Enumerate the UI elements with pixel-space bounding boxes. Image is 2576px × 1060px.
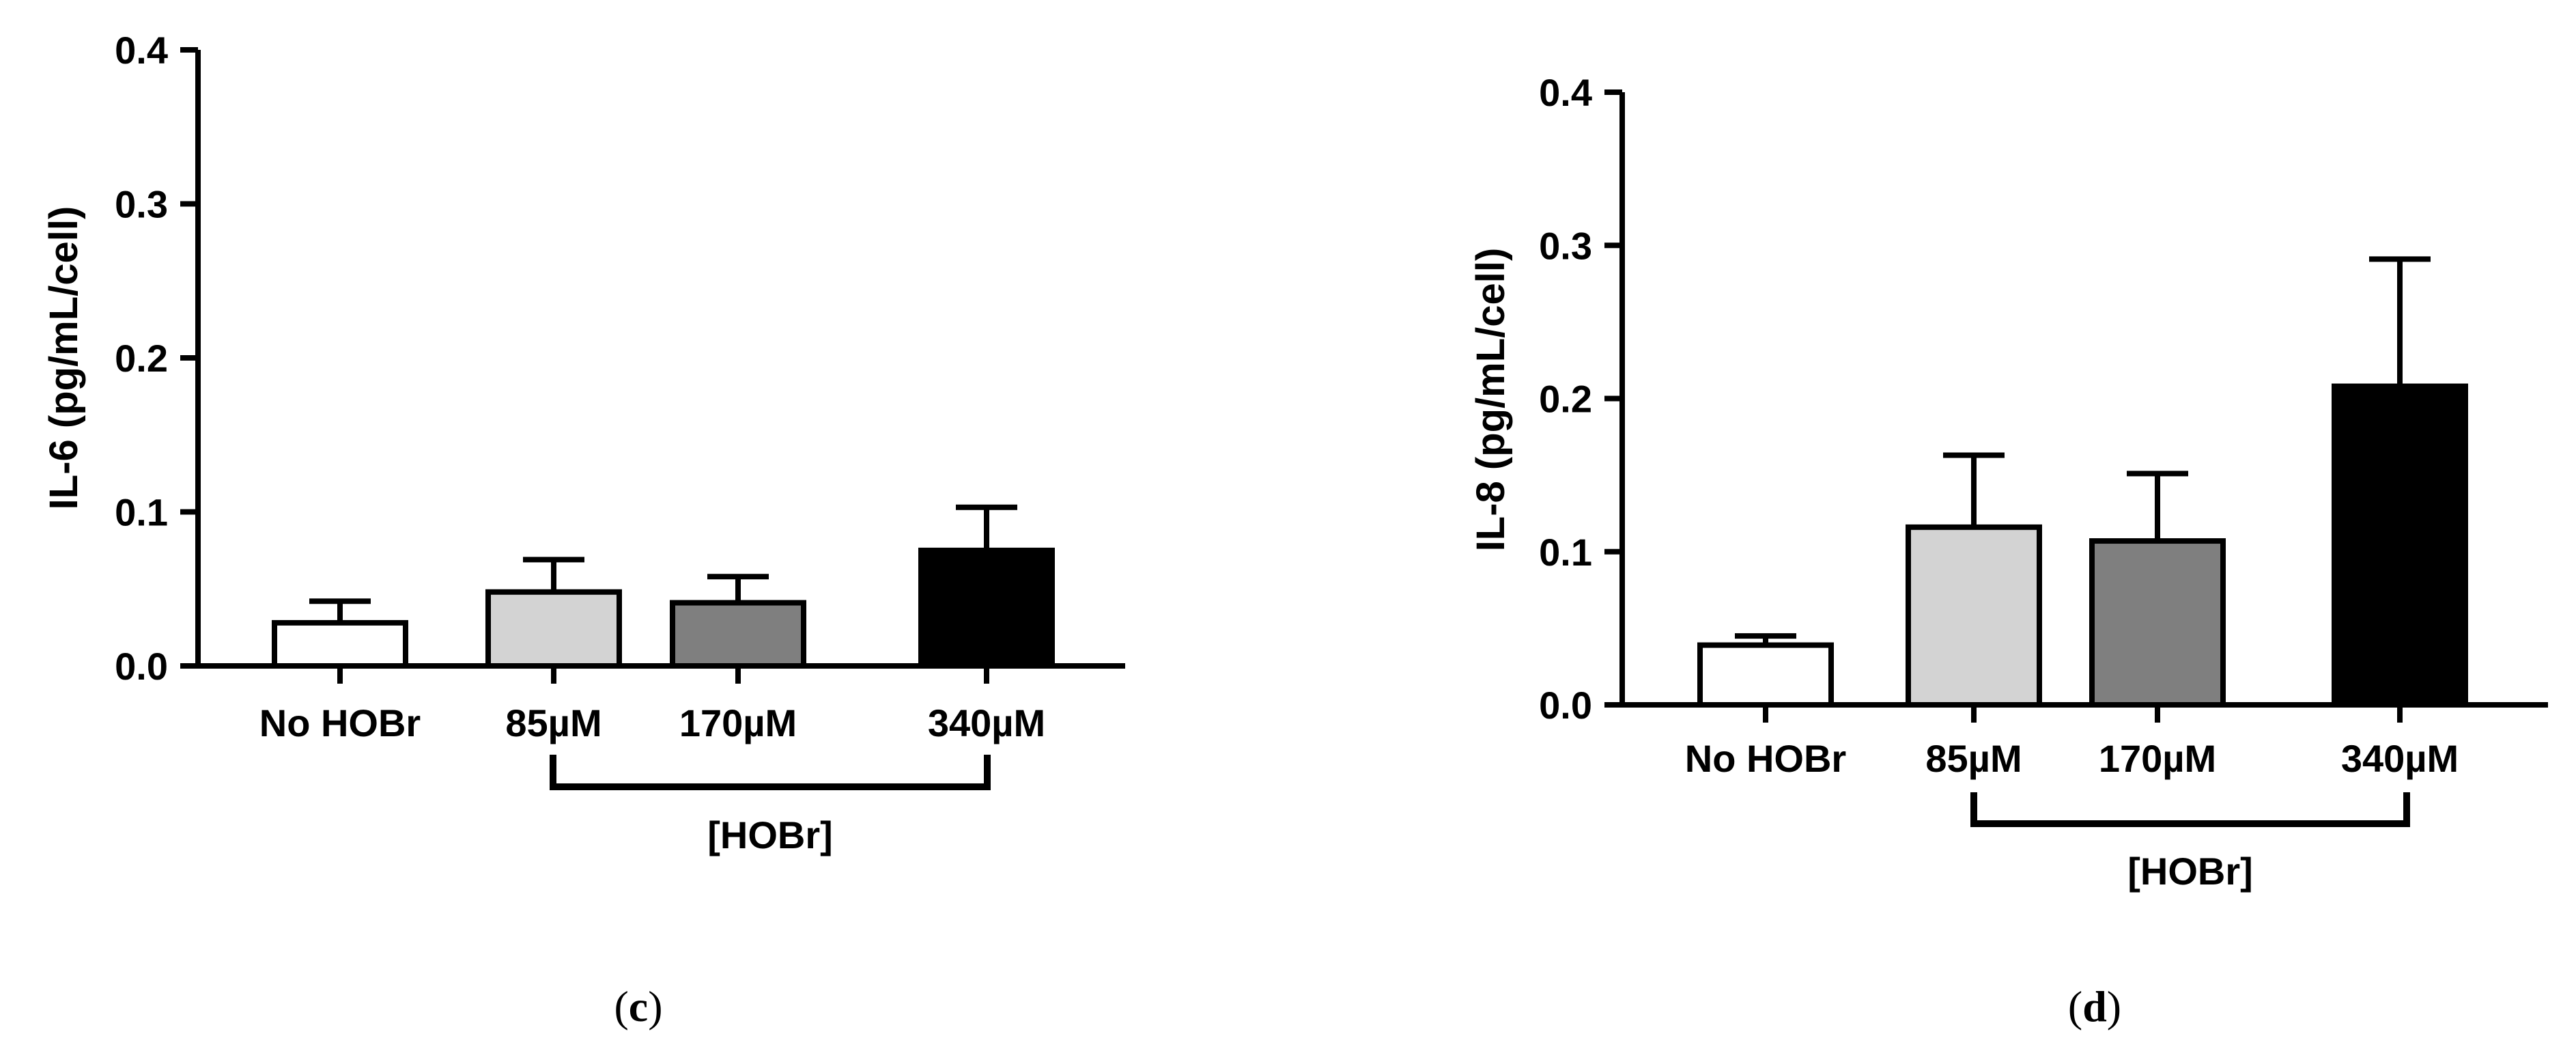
bar xyxy=(918,547,1055,669)
bar xyxy=(1697,642,1834,708)
bar xyxy=(2332,383,2468,708)
category-label: 170µM xyxy=(679,701,797,744)
bar xyxy=(272,619,408,669)
y-tick-label: 0.3 xyxy=(1539,224,1592,267)
error-bar xyxy=(309,598,371,623)
error-bar xyxy=(956,504,1017,550)
category-label: 85µM xyxy=(1925,737,2022,780)
y-tick-label: 0.4 xyxy=(1539,71,1592,114)
category-label: No HOBr xyxy=(1685,737,1846,780)
chart-panel-c: 0.0 0.1 0.2 0.3 0.4 No HOBr 85µM 170µM 340µM [HOB… xyxy=(42,29,1125,1031)
error-bar xyxy=(707,574,769,603)
error-bar xyxy=(1943,452,2005,527)
group-bracket xyxy=(550,755,991,790)
category-label: 340µM xyxy=(2341,737,2459,780)
y-tick-label: 0.4 xyxy=(115,29,168,72)
bar xyxy=(2089,538,2226,708)
error-bar xyxy=(2127,471,2188,542)
category-label: 170µM xyxy=(2099,737,2216,780)
error-bar xyxy=(523,557,584,592)
category-label: 85µM xyxy=(505,701,601,744)
y-tick-label: 0.0 xyxy=(1539,684,1592,727)
y-tick-label: 0.2 xyxy=(1539,378,1592,421)
y-tick-label: 0.1 xyxy=(115,491,168,534)
panel-label: (d) xyxy=(2068,982,2121,1031)
y-axis-label: IL-8 (pg/mL/cell) xyxy=(1469,248,1513,552)
y-tick-label: 0.3 xyxy=(115,183,168,226)
category-label: 340µM xyxy=(928,701,1045,744)
y-tick-label: 0.0 xyxy=(115,645,168,688)
y-axis-label: IL-6 (pg/mL/cell) xyxy=(42,206,86,510)
error-bar xyxy=(2369,256,2431,387)
chart-panel-d: 0.0 0.1 0.2 0.3 0.4 No HOBr 85µM 170µM 340µM [HOB… xyxy=(1469,71,2548,1031)
y-tick-label: 0.2 xyxy=(115,337,168,380)
y-tick-label: 0.1 xyxy=(1539,531,1592,574)
group-bracket-label: [HOBr] xyxy=(707,813,833,856)
group-bracket-label: [HOBr] xyxy=(2127,850,2253,893)
panel-label: (c) xyxy=(614,982,662,1031)
group-bracket xyxy=(1970,792,2410,827)
bar xyxy=(485,589,622,669)
bar xyxy=(1906,524,2042,708)
category-label: No HOBr xyxy=(259,701,421,744)
bar xyxy=(670,600,806,669)
